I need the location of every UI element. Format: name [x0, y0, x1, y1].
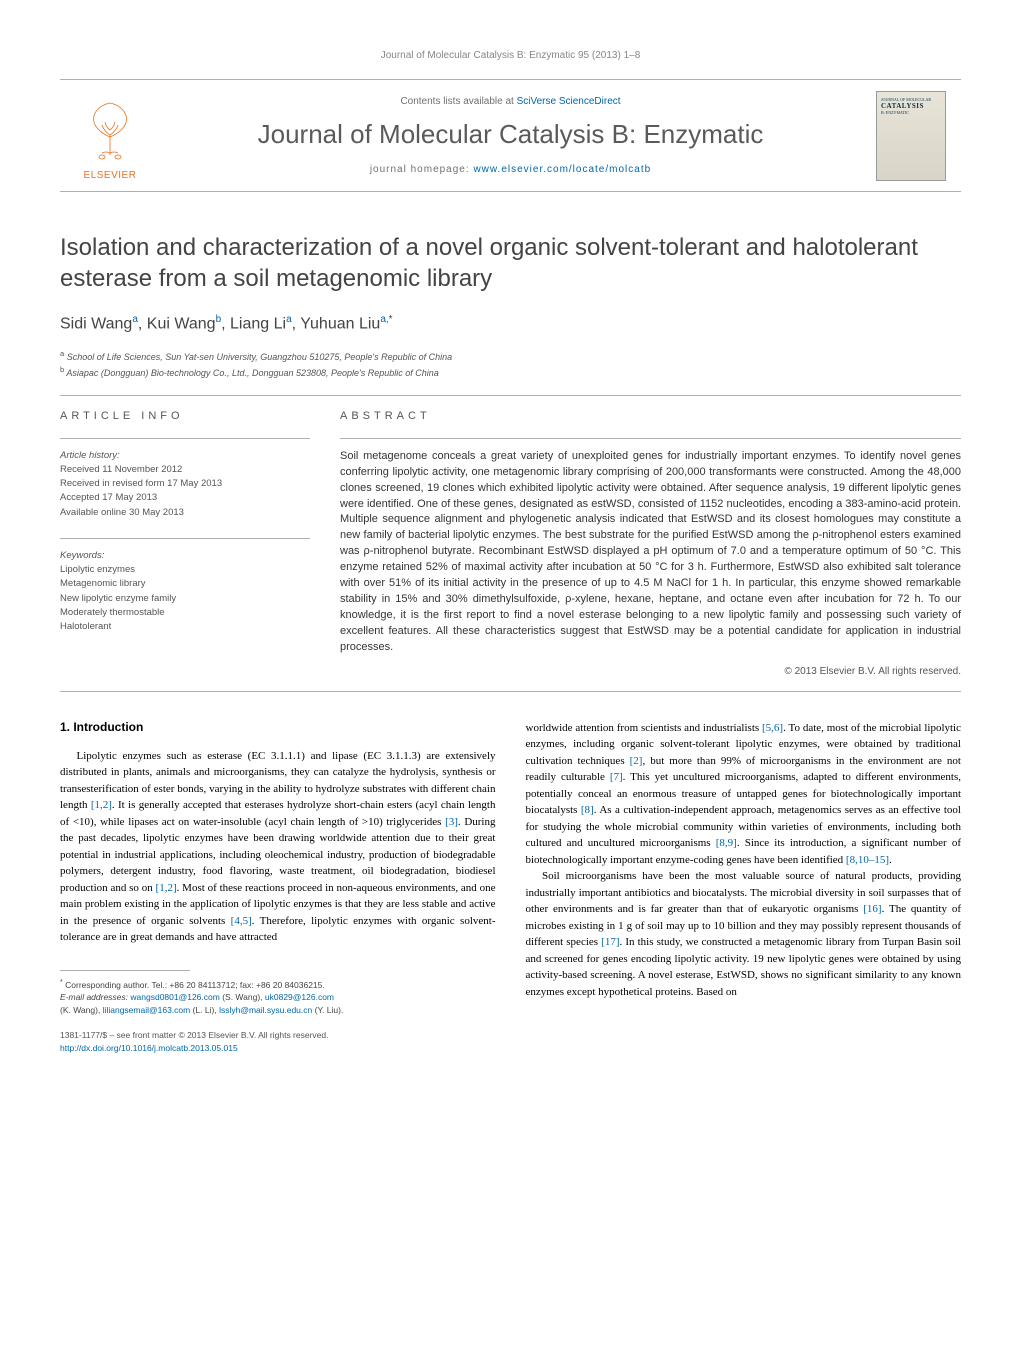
divider [60, 438, 310, 439]
contents-prefix: Contents lists available at [400, 96, 516, 107]
divider [340, 438, 961, 439]
citation-link[interactable]: [5,6] [762, 722, 783, 734]
homepage-prefix: journal homepage: [370, 164, 474, 175]
doi-link[interactable]: http://dx.doi.org/10.1016/j.molcatb.2013… [60, 1043, 238, 1053]
masthead: ELSEVIER Contents lists available at Sci… [60, 79, 961, 192]
body-paragraph: Lipolytic enzymes such as esterase (EC 3… [60, 748, 496, 946]
elsevier-tree-icon [75, 90, 145, 170]
article-title: Isolation and characterization of a nove… [60, 232, 961, 294]
corresponding-author-footnote: * Corresponding author. Tel.: +86 20 841… [60, 977, 496, 1017]
article-info-label: article info [60, 410, 310, 422]
article-info-column: article info Article history: Received 1… [60, 410, 310, 677]
affiliation-a: a School of Life Sciences, Sun Yat-sen U… [60, 348, 961, 365]
citation-link[interactable]: [8] [581, 804, 594, 816]
keyword: Lipolytic enzymes [60, 563, 310, 577]
cover-title: CATALYSIS [881, 102, 941, 110]
footnote-divider [60, 970, 190, 971]
cover-subtitle: B: ENZYMATIC [881, 110, 941, 115]
email-link[interactable]: liliangsemail@163.com [103, 1005, 191, 1015]
divider [60, 691, 961, 692]
body-paragraph: worldwide attention from scientists and … [526, 720, 962, 1001]
contents-available-line: Contents lists available at SciVerse Sci… [160, 96, 861, 107]
keyword: Moderately thermostable [60, 606, 310, 620]
email-link[interactable]: wangsd0801@126.com [130, 992, 219, 1002]
divider [60, 538, 310, 539]
sciencedirect-link[interactable]: SciVerse ScienceDirect [517, 96, 621, 107]
citation-link[interactable]: [2] [630, 755, 643, 767]
affiliation-b: b Asiapac (Dongguan) Bio-technology Co.,… [60, 364, 961, 381]
history-header: Article history: [60, 449, 310, 463]
keyword: Halotolerant [60, 620, 310, 634]
keywords-header: Keywords: [60, 549, 310, 563]
journal-name: Journal of Molecular Catalysis B: Enzyma… [160, 119, 861, 150]
citation-link[interactable]: [8,9] [716, 837, 737, 849]
email-who: (Y. Liu). [315, 1005, 344, 1015]
citation-link[interactable]: [3] [445, 816, 458, 828]
email-who: (K. Wang), [60, 1005, 100, 1015]
email-link[interactable]: lsslyh@mail.sysu.edu.cn [219, 1005, 312, 1015]
email-link[interactable]: uk0829@126.com [265, 992, 334, 1002]
email-label: E-mail addresses: [60, 992, 130, 1002]
citation-link[interactable]: [16] [863, 903, 881, 915]
email-who: (S. Wang), [222, 992, 262, 1002]
history-line: Received 11 November 2012 [60, 463, 310, 477]
abstract-label: abstract [340, 410, 961, 422]
history-line: Available online 30 May 2013 [60, 506, 310, 520]
affiliations: a School of Life Sciences, Sun Yat-sen U… [60, 348, 961, 381]
citation-link[interactable]: [1,2] [156, 882, 177, 894]
journal-homepage-line: journal homepage: www.elsevier.com/locat… [160, 164, 861, 175]
keyword: Metagenomic library [60, 577, 310, 591]
running-header: Journal of Molecular Catalysis B: Enzyma… [60, 50, 961, 61]
front-matter-line: 1381-1177/$ – see front matter © 2013 El… [60, 1029, 496, 1042]
abstract-copyright: © 2013 Elsevier B.V. All rights reserved… [340, 666, 961, 677]
abstract-column: abstract Soil metagenome conceals a grea… [340, 410, 961, 677]
divider [60, 395, 961, 396]
body-two-column: 1. Introduction Lipolytic enzymes such a… [60, 720, 961, 1055]
citation-link[interactable]: [8,10–15] [846, 854, 889, 866]
history-line: Received in revised form 17 May 2013 [60, 477, 310, 491]
citation-link[interactable]: [4,5] [231, 915, 252, 927]
journal-cover-thumbnail: JOURNAL OF MOLECULAR CATALYSIS B: ENZYMA… [876, 91, 946, 181]
body-column-left: 1. Introduction Lipolytic enzymes such a… [60, 720, 496, 1055]
citation-link[interactable]: [1,2] [91, 799, 112, 811]
email-who: (L. Li), [193, 1005, 217, 1015]
section-heading: 1. Introduction [60, 720, 496, 734]
article-history: Article history: Received 11 November 20… [60, 449, 310, 520]
elsevier-label: ELSEVIER [84, 170, 137, 181]
journal-homepage-link[interactable]: www.elsevier.com/locate/molcatb [473, 164, 651, 175]
corr-author-text: Corresponding author. Tel.: +86 20 84113… [65, 980, 325, 990]
abstract-text: Soil metagenome conceals a great variety… [340, 449, 961, 656]
keywords-block: Keywords: Lipolytic enzymes Metagenomic … [60, 549, 310, 635]
citation-link[interactable]: [17] [601, 936, 619, 948]
body-column-right: worldwide attention from scientists and … [526, 720, 962, 1055]
page-footer: 1381-1177/$ – see front matter © 2013 El… [60, 1029, 496, 1055]
author-list: Sidi Wanga, Kui Wangb, Liang Lia, Yuhuan… [60, 314, 961, 333]
history-line: Accepted 17 May 2013 [60, 491, 310, 505]
citation-link[interactable]: [7] [610, 771, 623, 783]
publisher-logo-block: ELSEVIER [60, 90, 160, 181]
keyword: New lipolytic enzyme family [60, 592, 310, 606]
